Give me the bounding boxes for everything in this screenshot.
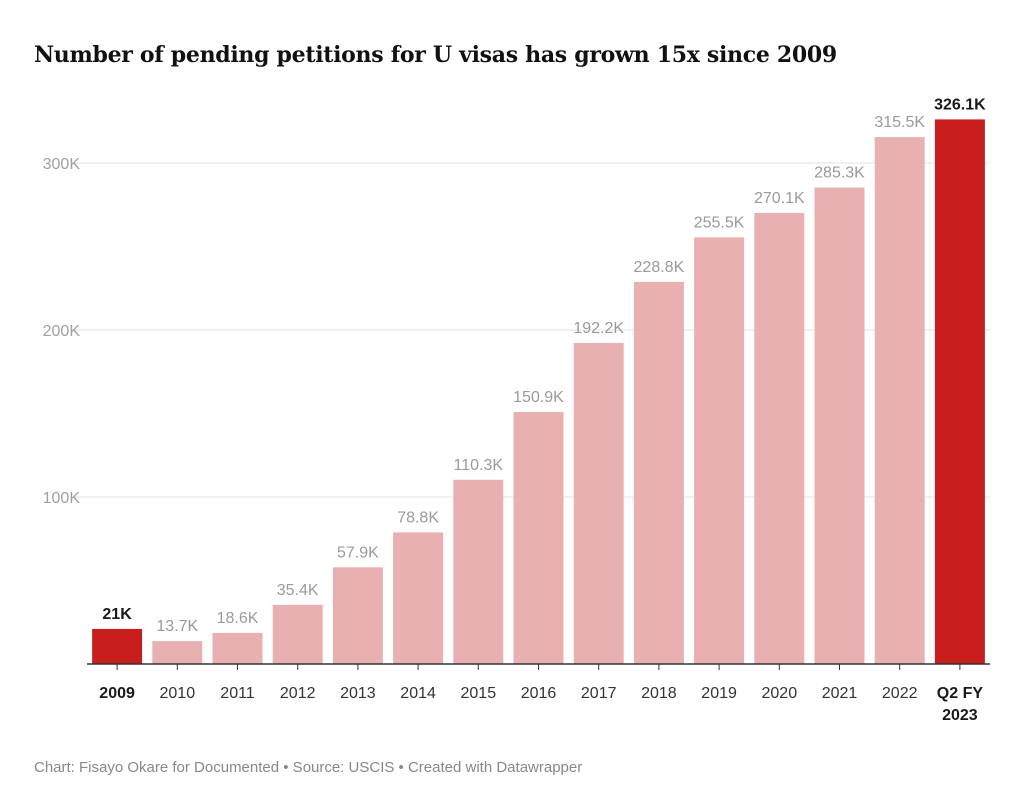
bar [152,641,203,664]
value-label: 326.1K [934,96,986,113]
y-tick-label: 200K [43,323,81,340]
y-tick-label: 100K [43,490,81,507]
value-label: 78.8K [397,509,439,526]
value-label: 270.1K [754,190,805,207]
bar [92,628,143,664]
value-label: 57.9K [337,544,379,561]
bar [453,479,504,664]
value-label: 150.9K [513,389,564,406]
bar [212,632,263,664]
value-label: 285.3K [814,165,865,182]
x-tick-label: 2013 [340,685,376,702]
x-tick-label: 2016 [521,685,557,702]
x-tick-label: 2021 [822,685,858,702]
bar [633,281,684,664]
bar [874,137,925,665]
value-label: 35.4K [277,582,319,599]
x-tick-label: 2018 [641,685,677,702]
x-tick-label: 2010 [160,685,196,702]
bar [814,187,865,664]
chart-title: Number of pending petitions for U visas … [34,42,837,68]
bar [513,411,564,664]
x-tick-label: 2012 [280,685,316,702]
bar [934,119,985,664]
value-label: 18.6K [217,610,259,627]
x-tick-label: 2017 [581,685,617,702]
x-tick-label: 2015 [461,685,497,702]
value-label: 192.2K [573,320,624,337]
value-label: 110.3K [454,457,504,474]
x-tick-label: 2009 [99,685,135,702]
value-label: 315.5K [874,114,925,131]
x-tick-label: 2020 [762,685,798,702]
bar [272,604,323,664]
value-label: 255.5K [694,214,745,231]
x-tick-label: 2019 [701,685,737,702]
y-tick-label: 300K [43,156,81,173]
x-tick-label: 2011 [220,685,255,702]
x-tick-label: 2022 [882,685,918,702]
x-tick-label: 2014 [400,685,436,702]
chart-footer: Chart: Fisayo Okare for Documented • Sou… [34,759,583,776]
bar [694,237,745,664]
value-label: 228.8K [634,259,685,276]
value-label: 21K [102,606,132,623]
x-tick-label: 2023 [942,707,978,724]
bar [573,343,624,664]
value-label: 13.7K [156,618,198,635]
bar [332,567,383,664]
bar [393,532,444,664]
x-tick-label: Q2 FY [937,685,984,702]
bar [754,212,805,665]
